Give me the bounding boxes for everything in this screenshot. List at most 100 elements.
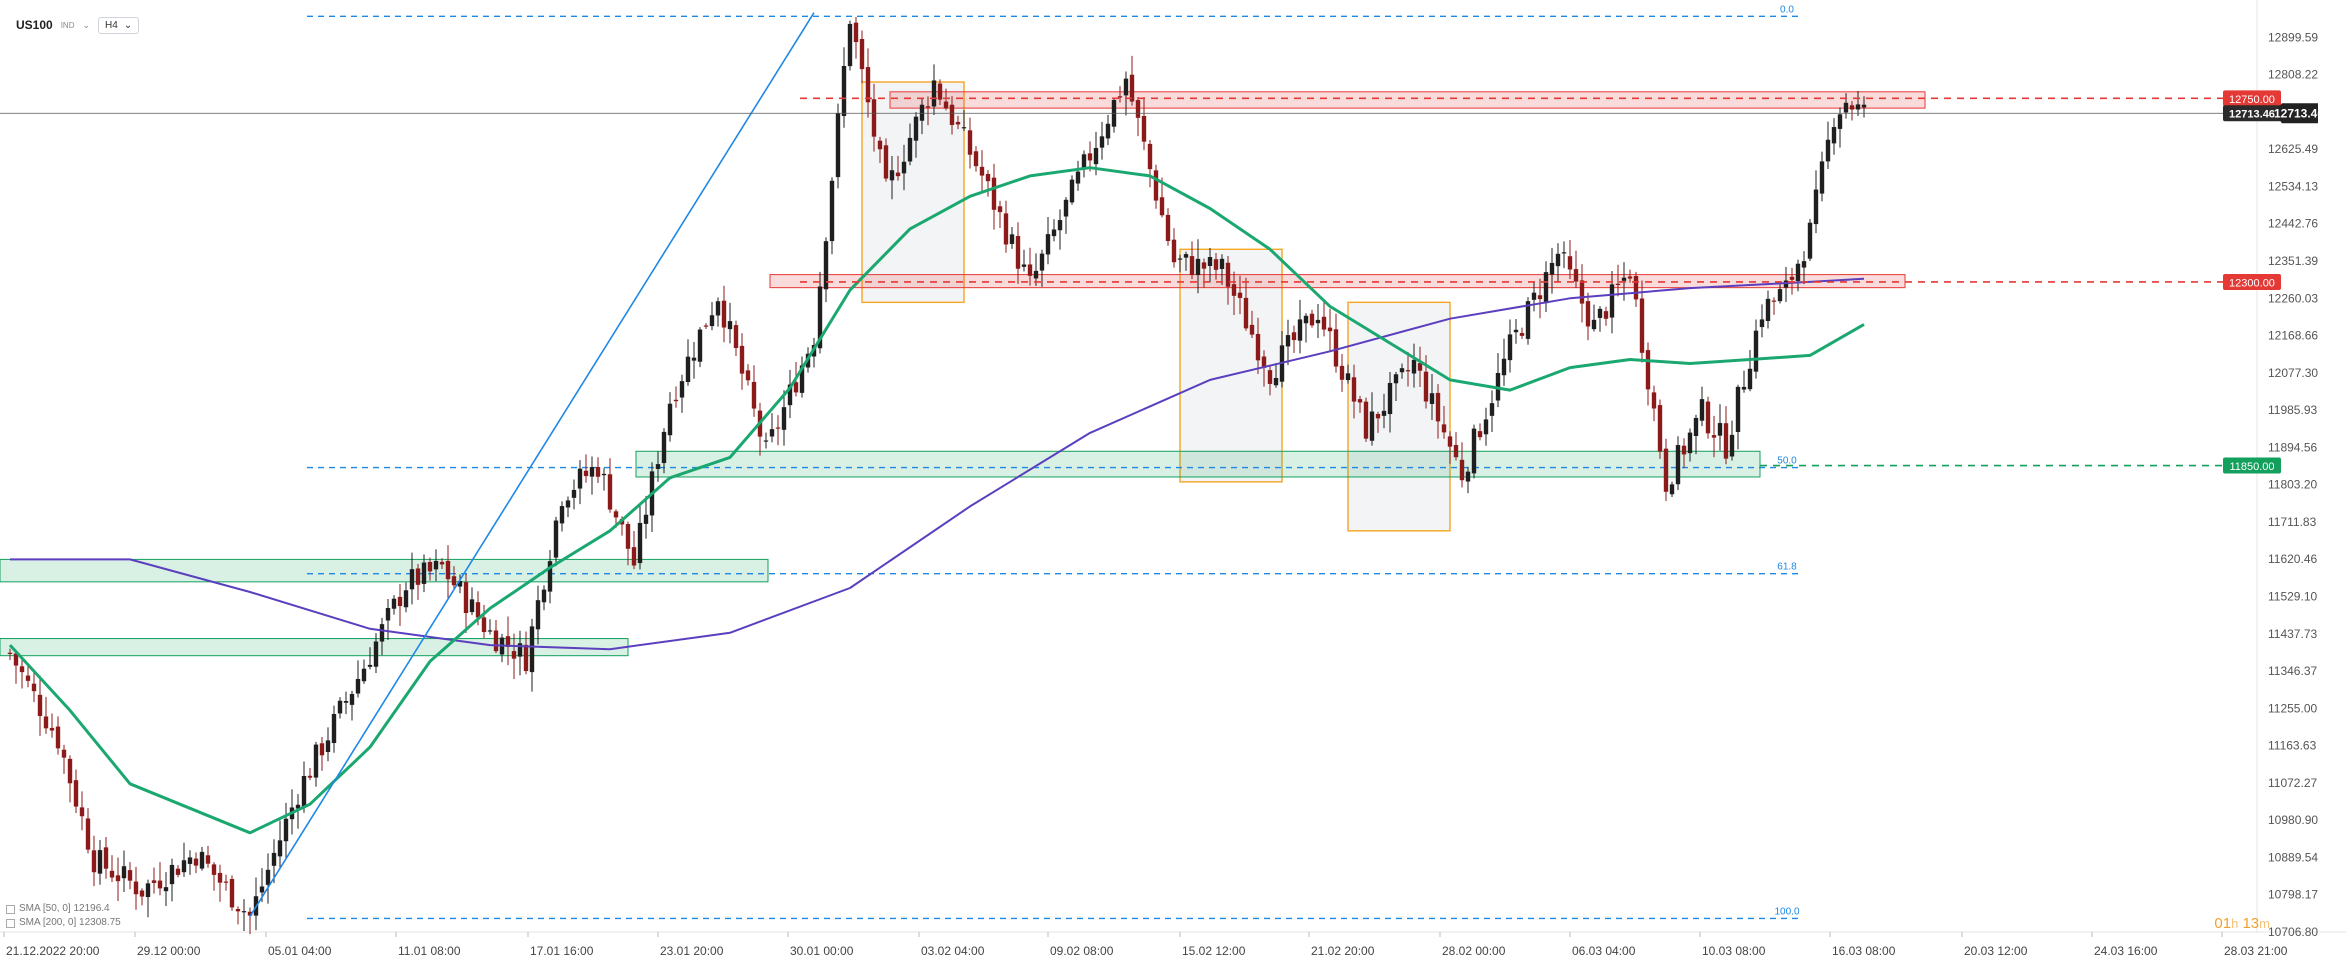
candle-body — [313, 744, 319, 778]
candle — [301, 761, 307, 813]
candle — [1585, 292, 1591, 341]
candle — [415, 563, 421, 600]
symbol-label[interactable]: US100 — [16, 18, 53, 32]
candle-body — [889, 170, 895, 181]
time-tick-label: 16.03 08:00 — [1832, 944, 1896, 958]
legend-item-sma50[interactable]: SMA [50, 0] 12196.4 — [6, 902, 121, 916]
candle-body — [415, 568, 421, 585]
candle — [421, 554, 427, 593]
candle-body — [883, 145, 889, 179]
candle — [115, 857, 121, 901]
candle — [1645, 342, 1651, 406]
candle — [997, 200, 1003, 229]
candle-body — [1237, 292, 1243, 298]
time-tick-label: 29.12 00:00 — [137, 944, 201, 958]
candle-body — [1297, 319, 1303, 341]
price-tick-label: 12899.59 — [2268, 30, 2318, 44]
candle-body — [1105, 123, 1111, 139]
candle — [1477, 423, 1483, 441]
candle-body — [1567, 256, 1573, 270]
candle-body — [679, 381, 685, 398]
candle — [1297, 299, 1303, 354]
candle — [1099, 121, 1105, 160]
candle-body — [1093, 147, 1099, 165]
candle — [157, 862, 163, 896]
price-tick-label: 11711.83 — [2268, 515, 2317, 529]
candle — [697, 327, 703, 368]
time-tick-label: 10.03 08:00 — [1702, 944, 1766, 958]
visibility-icon[interactable] — [6, 904, 15, 914]
candle — [757, 402, 763, 456]
candle — [571, 479, 577, 510]
price-label-bg — [2223, 105, 2281, 122]
candle-body — [667, 403, 673, 436]
time-tick-label: 28.03 21:00 — [2224, 944, 2288, 958]
candle-body — [1735, 386, 1741, 432]
candle — [43, 696, 49, 734]
candle — [37, 675, 43, 736]
candle-body — [307, 775, 313, 778]
candle-body — [1069, 179, 1075, 203]
timer-hours: 01 — [2214, 915, 2232, 932]
candle — [1321, 301, 1327, 337]
candle-body — [1477, 431, 1483, 438]
candle-body — [877, 140, 883, 150]
candle — [151, 867, 157, 894]
candle-body — [841, 65, 847, 116]
candle — [511, 633, 517, 679]
candle-body — [1225, 262, 1231, 287]
candle-body — [955, 121, 961, 125]
candle — [1531, 281, 1537, 312]
trend-line — [249, 12, 815, 917]
candle-body — [1201, 262, 1207, 269]
candle — [1573, 250, 1579, 289]
candle-body — [229, 878, 235, 908]
candle — [241, 899, 247, 931]
timeframe-selector[interactable]: H4 ⌄ — [98, 16, 140, 34]
candle — [385, 598, 391, 640]
candle-body — [109, 870, 115, 878]
candle — [1861, 96, 1867, 118]
candle-body — [793, 382, 799, 393]
candle — [319, 736, 325, 771]
price-tick-label: 12260.03 — [2268, 291, 2318, 305]
candle-body — [1429, 393, 1435, 404]
candle-body — [607, 474, 613, 510]
candle — [1201, 258, 1207, 288]
time-tick-label: 03.02 04:00 — [921, 944, 985, 958]
candle-body — [985, 174, 991, 182]
candle-body — [1501, 358, 1507, 376]
candle — [1669, 481, 1675, 497]
candle — [1513, 319, 1519, 344]
candle — [1339, 353, 1345, 392]
candle-body — [169, 864, 175, 885]
candle-body — [553, 520, 559, 558]
candle-body — [1531, 292, 1537, 300]
chevron-down-icon[interactable]: ⌄ — [82, 19, 91, 30]
fib-level-label: 0.0 — [1780, 4, 1794, 15]
candle-body — [1813, 189, 1819, 225]
candle-body — [265, 869, 271, 885]
chevron-down-icon: ⌄ — [123, 19, 133, 31]
price-label-text: 11850.00 — [2229, 461, 2274, 473]
candle — [181, 842, 187, 877]
candle — [439, 558, 445, 570]
visibility-icon[interactable] — [6, 918, 15, 928]
chart-header: US100 IND ⌄ H4 ⌄ — [16, 14, 140, 36]
candle — [1441, 405, 1447, 439]
candle — [79, 791, 85, 831]
candle-body — [1177, 258, 1183, 260]
candle-body — [937, 83, 943, 100]
candle — [829, 177, 835, 255]
candle-body — [319, 743, 325, 756]
candle-body — [1393, 374, 1399, 384]
candle-body — [1141, 116, 1147, 142]
candle-body — [1819, 161, 1825, 194]
candle — [1519, 327, 1525, 339]
candle — [313, 741, 319, 787]
candle-body — [1003, 213, 1009, 245]
candle-body — [1057, 220, 1063, 231]
candle-body — [739, 345, 745, 374]
legend-item-sma200[interactable]: SMA [200, 0] 12308.75 — [6, 916, 121, 930]
